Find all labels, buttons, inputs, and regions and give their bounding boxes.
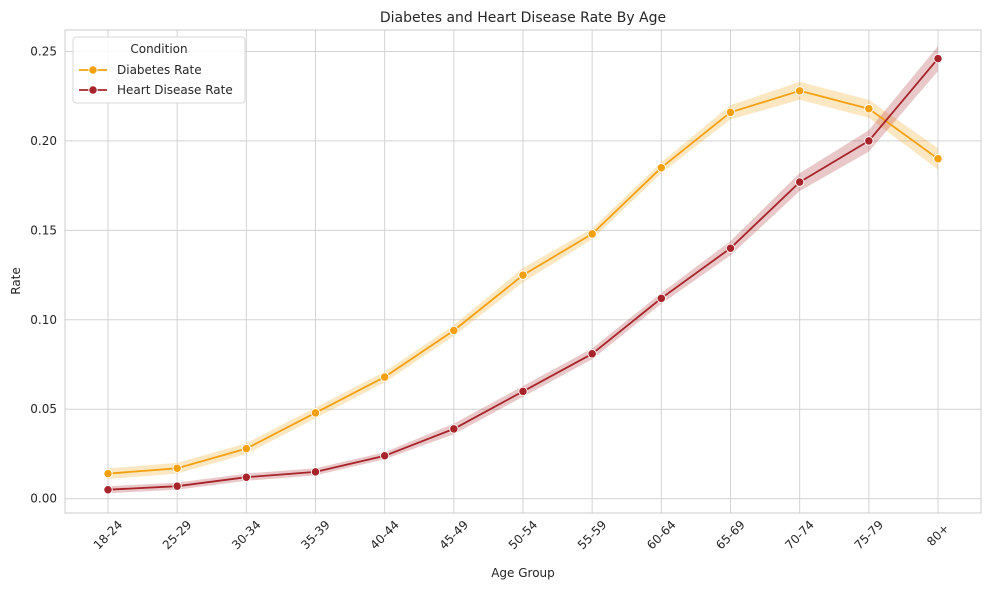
heart-disease-rate-point (310, 467, 321, 477)
y-axis-title: Rate (9, 267, 23, 295)
heart-disease-rate-point (864, 136, 874, 146)
heart-disease-rate-point (933, 53, 943, 64)
diabetes-rate-point (587, 229, 597, 239)
heart-disease-rate-point (795, 177, 805, 187)
heart-disease-rate-point (449, 424, 459, 434)
confidence-bands (108, 46, 938, 494)
diabetes-rate-point (795, 86, 805, 96)
y-tick-label: 0.10 (30, 313, 57, 327)
heart-disease-rate-point (380, 451, 390, 461)
heart-disease-rate-point (172, 481, 182, 491)
heart-disease-rate-point (103, 485, 113, 495)
y-tick-label: 0.15 (30, 223, 57, 237)
heart-disease-rate-point (587, 349, 597, 359)
legend-title: Condition (130, 42, 187, 56)
diabetes-rate-point (380, 372, 390, 382)
legend-label-heart-disease-rate: Heart Disease Rate (117, 83, 233, 97)
chart-title: Diabetes and Heart Disease Rate By Age (380, 10, 666, 26)
x-axis-title: Age Group (491, 566, 555, 580)
heart-disease-rate-point (725, 243, 736, 253)
heart-disease-rate-point (241, 472, 251, 482)
legend-marker-heart-disease-rate (88, 85, 98, 95)
diabetes-rate-point (656, 163, 666, 173)
diabetes-rate-point (449, 325, 459, 336)
legend-label-diabetes-rate: Diabetes Rate (117, 63, 202, 77)
diabetes-rate-band (108, 81, 938, 480)
diabetes-rate-point (725, 107, 736, 117)
grid-layer (65, 30, 981, 513)
heart-disease-rate-point (518, 386, 528, 397)
y-tick-label: 0.00 (30, 492, 57, 506)
y-tick-label: 0.25 (30, 44, 57, 58)
legend: Condition Diabetes Rate Heart Disease Rat… (72, 36, 246, 104)
diabetes-rate-point (103, 468, 113, 479)
y-tick-label: 0.05 (30, 402, 57, 416)
diabetes-rate-point (310, 408, 321, 418)
y-tick-label: 0.20 (30, 134, 57, 148)
plot-frame (64, 29, 982, 514)
diabetes-rate-point (933, 154, 943, 164)
legend-items: Diabetes Rate Heart Disease Rate (79, 63, 233, 97)
legend-box (72, 36, 246, 104)
series-points (103, 53, 943, 495)
legend-marker-diabetes-rate (88, 65, 98, 75)
diabetes-rate-point (864, 104, 874, 114)
diabetes-rate-point (241, 443, 251, 454)
diabetes-rate-point (518, 270, 528, 280)
diabetes-rate-point (172, 463, 182, 473)
heart-disease-rate-point (656, 293, 666, 303)
